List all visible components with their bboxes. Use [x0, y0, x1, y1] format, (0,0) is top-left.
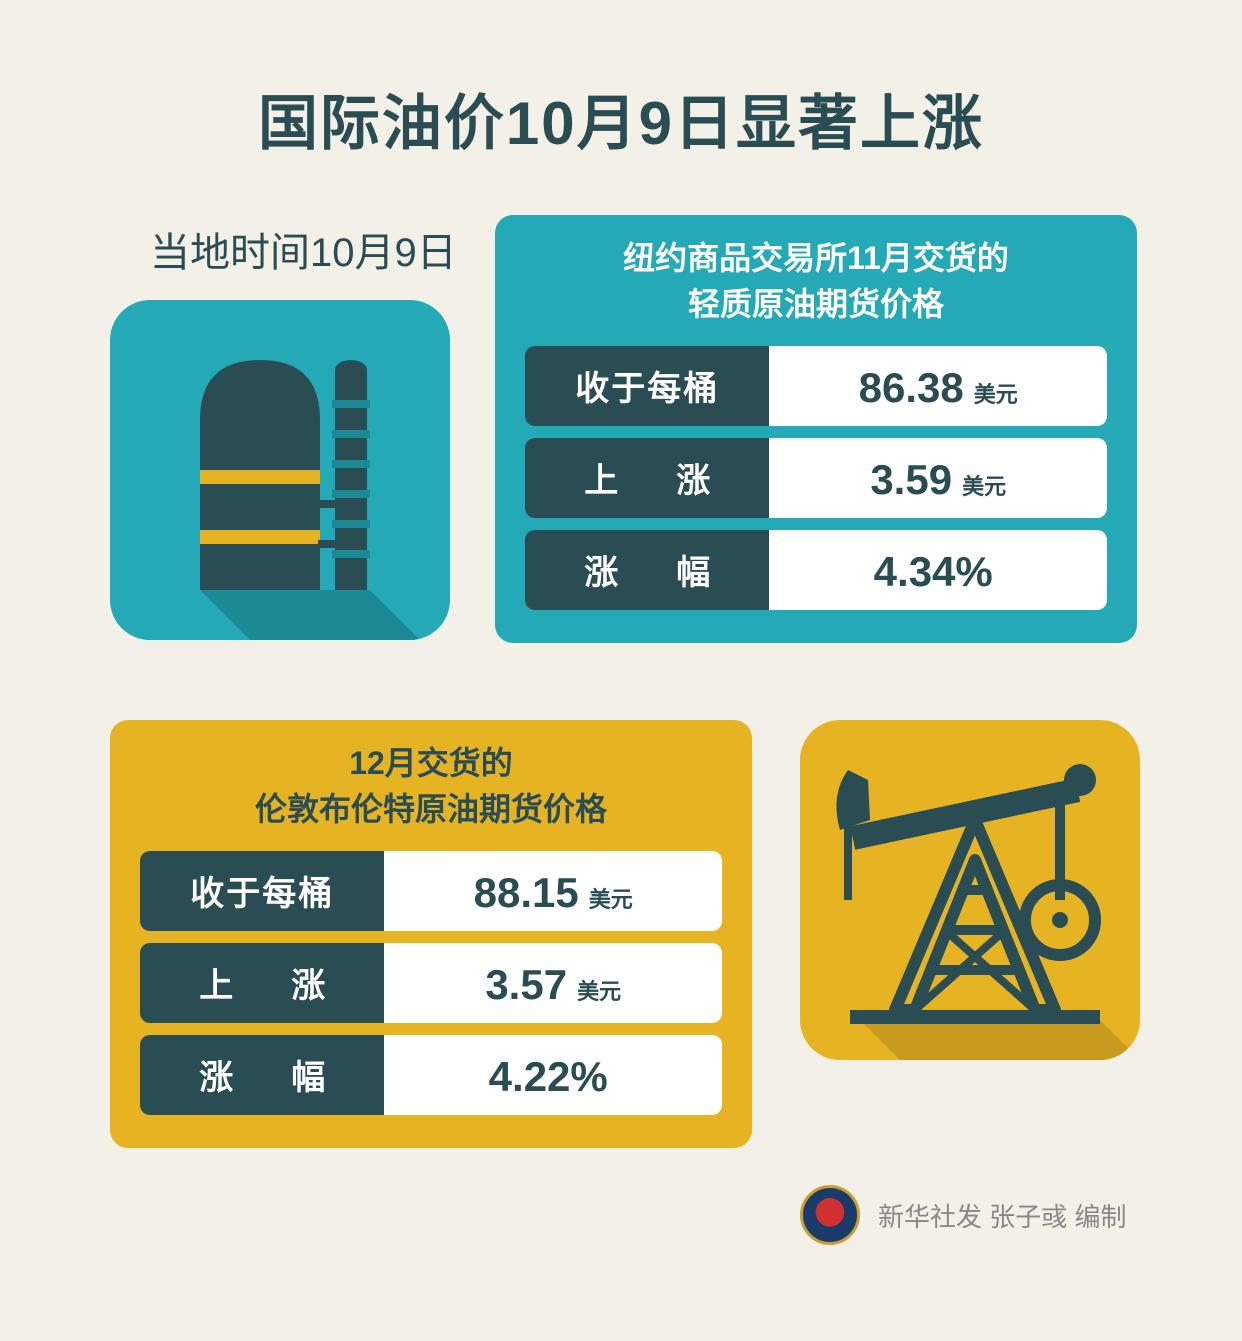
row-label: 涨幅: [140, 1035, 384, 1115]
table-row: 涨幅 4.22%: [140, 1035, 722, 1115]
row-value: 3.57 美元: [384, 943, 722, 1023]
brent-card-header: 12月交货的 伦敦布伦特原油期货价格: [140, 740, 722, 833]
credit-text: 新华社发 张子彧 编制: [878, 1197, 1126, 1234]
row-label: 上涨: [525, 438, 769, 518]
credit-line: 新华社发 张子彧 编制: [800, 1185, 1126, 1245]
main-title: 国际油价10月9日显著上涨: [0, 0, 1242, 162]
table-row: 上涨 3.57 美元: [140, 943, 722, 1023]
xinhua-logo-icon: [800, 1185, 860, 1245]
table-row: 收于每桶 86.38 美元: [525, 346, 1107, 426]
row-label: 涨幅: [525, 530, 769, 610]
pumpjack-icon-card: [800, 720, 1140, 1060]
row-label: 上涨: [140, 943, 384, 1023]
pumpjack-icon: [800, 720, 1140, 1060]
row-value: 86.38 美元: [769, 346, 1107, 426]
nymex-card: 纽约商品交易所11月交货的 轻质原油期货价格 收于每桶 86.38 美元 上涨 …: [495, 215, 1137, 643]
row-label: 收于每桶: [525, 346, 769, 426]
table-row: 涨幅 4.34%: [525, 530, 1107, 610]
table-row: 收于每桶 88.15 美元: [140, 851, 722, 931]
row-label: 收于每桶: [140, 851, 384, 931]
refinery-icon: [110, 300, 450, 640]
nymex-card-header: 纽约商品交易所11月交货的 轻质原油期货价格: [525, 235, 1107, 328]
table-row: 上涨 3.59 美元: [525, 438, 1107, 518]
row-value: 4.22%: [384, 1035, 722, 1115]
row-value: 4.34%: [769, 530, 1107, 610]
refinery-icon-card: [110, 300, 450, 640]
row-value: 88.15 美元: [384, 851, 722, 931]
subtitle: 当地时间10月9日: [150, 220, 457, 278]
brent-card: 12月交货的 伦敦布伦特原油期货价格 收于每桶 88.15 美元 上涨 3.57…: [110, 720, 752, 1148]
row-value: 3.59 美元: [769, 438, 1107, 518]
